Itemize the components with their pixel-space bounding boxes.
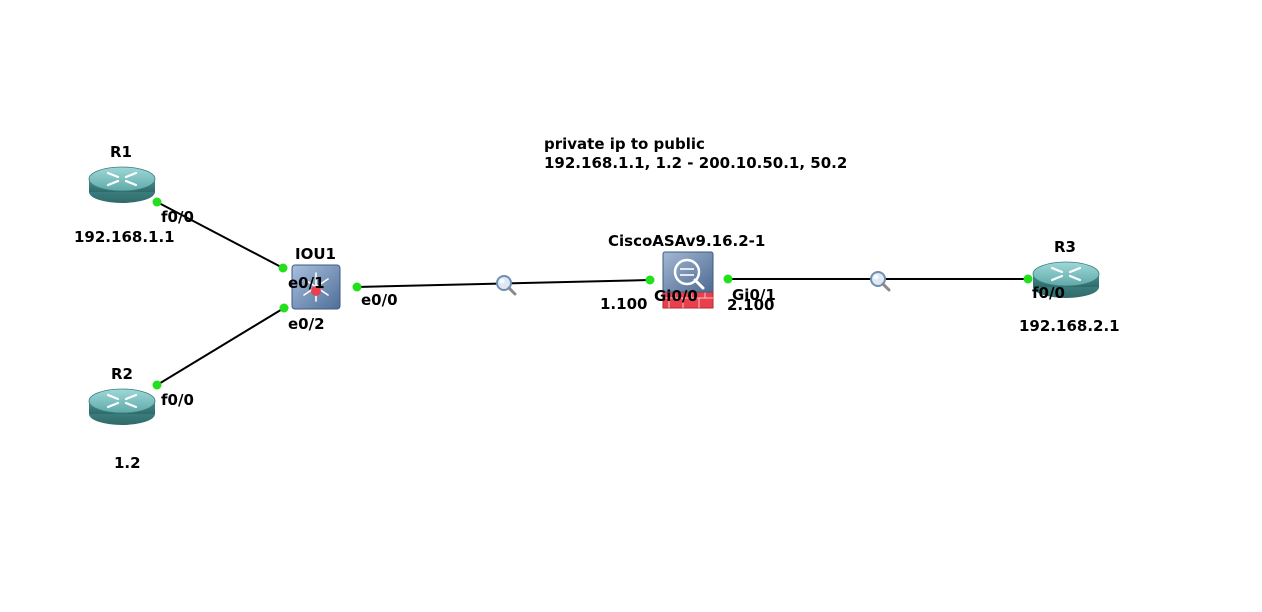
ip-label-r1: 192.168.1.1: [74, 228, 175, 246]
interface-label-iou1-e00: e0/0: [361, 291, 398, 309]
port-up-dot: [1023, 274, 1033, 284]
firewall-icon: [662, 251, 714, 293]
router-r2[interactable]: [87, 387, 157, 427]
device-label-r3: R3: [1054, 238, 1076, 256]
firewall-asa[interactable]: [662, 251, 714, 309]
interface-label-r1-f00: f0/0: [161, 208, 194, 226]
port-up-dot: [723, 274, 733, 284]
link-r1-iou1[interactable]: [156, 201, 284, 269]
interface-label-iou1-e01: e0/1: [288, 274, 325, 292]
interface-ip-asa-gi00: 1.100: [600, 295, 648, 313]
port-up-dot: [279, 303, 289, 313]
interface-label-r2-f00: f0/0: [161, 391, 194, 409]
link-r2-iou1[interactable]: [156, 307, 285, 386]
interface-label-r3-f00: f0/0: [1032, 284, 1065, 302]
switch-iou1[interactable]: [291, 264, 341, 310]
port-up-dot: [352, 282, 362, 292]
links: [156, 201, 1028, 386]
router-r1[interactable]: [87, 165, 157, 205]
port-status-dots: [152, 197, 1033, 390]
router-icon: [87, 165, 157, 205]
port-up-dot: [152, 380, 162, 390]
ip-label-r2: 1.2: [114, 454, 141, 472]
device-label-r2: R2: [111, 365, 133, 383]
interface-ip-asa-gi01: 2.100: [727, 296, 775, 314]
device-label-r1: R1: [110, 143, 132, 161]
router-icon: [87, 387, 157, 427]
ip-label-r3: 192.168.2.1: [1019, 317, 1120, 335]
port-up-dot: [645, 275, 655, 285]
capture-magnifier-icon[interactable]: [495, 274, 517, 296]
interface-label-iou1-e02: e0/2: [288, 315, 325, 333]
annotation-line-1: private ip to public: [544, 135, 705, 153]
interface-label-asa-gi01: Gi0/1: [732, 286, 776, 304]
interface-label-asa-gi00: Gi0/0: [654, 287, 698, 305]
device-label-asa: CiscoASAv9.16.2-1: [608, 232, 766, 250]
port-up-dot: [278, 263, 288, 273]
capture-magnifier-icon[interactable]: [869, 270, 891, 292]
annotation-line-2: 192.168.1.1, 1.2 - 200.10.50.1, 50.2: [544, 154, 848, 172]
annotation-note[interactable]: private ip to public 192.168.1.1, 1.2 - …: [544, 135, 847, 173]
device-label-iou1: IOU1: [295, 245, 336, 263]
port-up-dot: [152, 197, 162, 207]
